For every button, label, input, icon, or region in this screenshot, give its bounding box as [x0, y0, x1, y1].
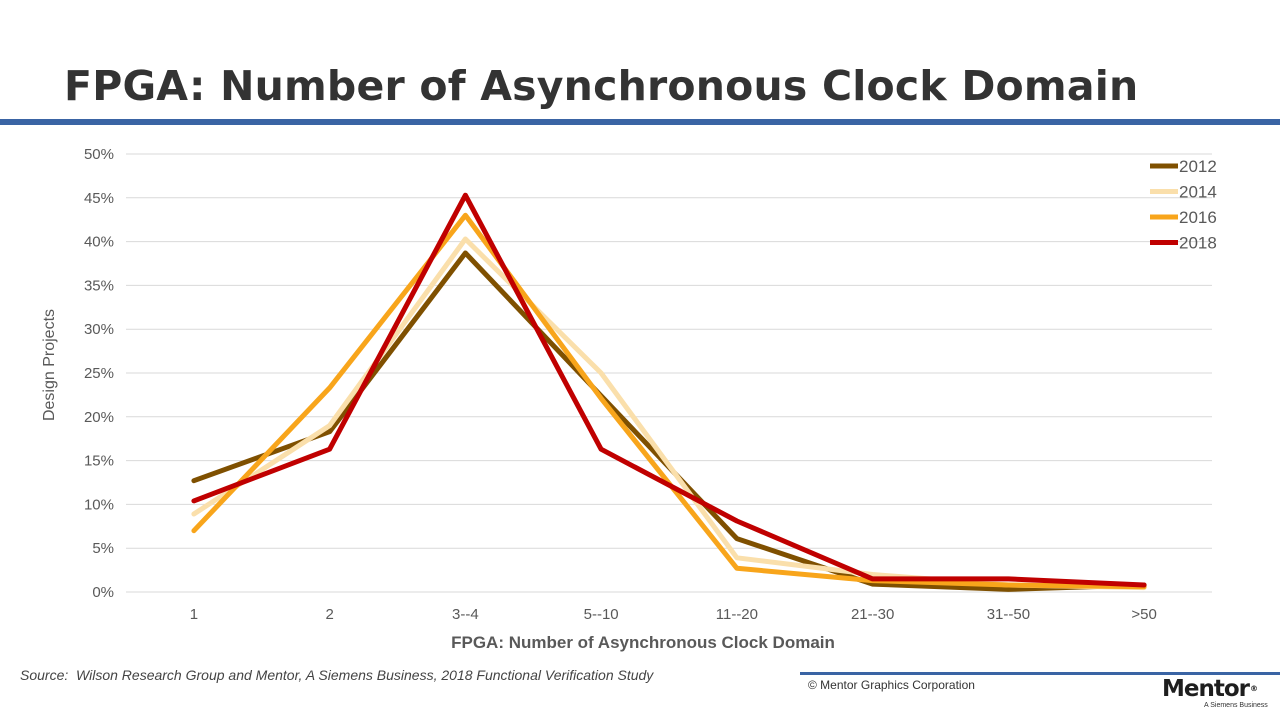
x-tick-labels: 1 2 3--4 5--10 11--20 21--30 31--50 >50 [190, 606, 1157, 623]
x-tick-label: 3--4 [452, 606, 479, 623]
legend-label: 2018 [1179, 234, 1217, 253]
x-tick-label: 21--30 [851, 606, 894, 623]
y-tick-label: 45% [84, 190, 114, 207]
x-axis-title: FPGA: Number of Asynchronous Clock Domai… [451, 633, 835, 652]
y-tick-label: 5% [92, 540, 114, 557]
x-tick-label: 31--50 [987, 606, 1030, 623]
y-axis-title: Design Projects [41, 309, 58, 421]
legend-item-2018: 2018 [1150, 234, 1217, 253]
x-tick-label: 2 [325, 606, 333, 623]
y-tick-label: 40% [84, 234, 114, 251]
legend-label: 2016 [1179, 208, 1217, 227]
x-tick-label: 5--10 [584, 606, 619, 623]
y-tick-label: 0% [92, 584, 114, 601]
series-line-2018 [191, 192, 1147, 588]
gridlines [126, 153, 1212, 593]
y-tick-label: 25% [84, 365, 114, 382]
series-line-2016 [191, 212, 1147, 590]
series-line-2014 [191, 236, 1147, 591]
legend-label: 2012 [1179, 157, 1217, 176]
legend-label: 2014 [1179, 183, 1217, 202]
y-tick-label: 35% [84, 277, 114, 294]
legend-item-2012: 2012 [1150, 157, 1217, 176]
y-tick-label: 20% [84, 409, 114, 426]
copyright-text: © Mentor Graphics Corporation [808, 678, 975, 692]
y-tick-label: 15% [84, 453, 114, 470]
legend-item-2014: 2014 [1150, 183, 1217, 202]
source-note: Source: Wilson Research Group and Mentor… [20, 667, 654, 683]
legend-item-2016: 2016 [1150, 208, 1217, 227]
line-chart: 0% 5% 10% 15% 20% 25% 30% 35% 40% 45% 50% 1 2 3--4 5-… [41, 146, 1217, 652]
y-tick-label: 50% [84, 146, 114, 163]
legend: 2012 2014 2016 2018 [1150, 157, 1217, 253]
x-tick-label: 1 [190, 606, 198, 623]
slide-title: FPGA: Number of Asynchronous Clock Domai… [64, 62, 1139, 110]
x-tick-label: 11--20 [716, 606, 758, 623]
footer-rule [800, 672, 1280, 675]
logo-registered-mark: ® [1250, 684, 1258, 693]
series-lines [191, 192, 1147, 592]
logo-tagline: A Siemens Business [1204, 702, 1268, 709]
logo-wordmark: Mentor [1162, 676, 1250, 702]
title-rule [0, 119, 1280, 125]
x-tick-label: >50 [1131, 606, 1156, 623]
mentor-logo: Mentor® A Siemens Business [1162, 676, 1272, 716]
y-tick-labels: 0% 5% 10% 15% 20% 25% 30% 35% 40% 45% 50% [84, 146, 114, 601]
series-line-2012 [191, 250, 1147, 592]
y-tick-label: 30% [84, 321, 114, 338]
y-tick-label: 10% [84, 496, 114, 513]
